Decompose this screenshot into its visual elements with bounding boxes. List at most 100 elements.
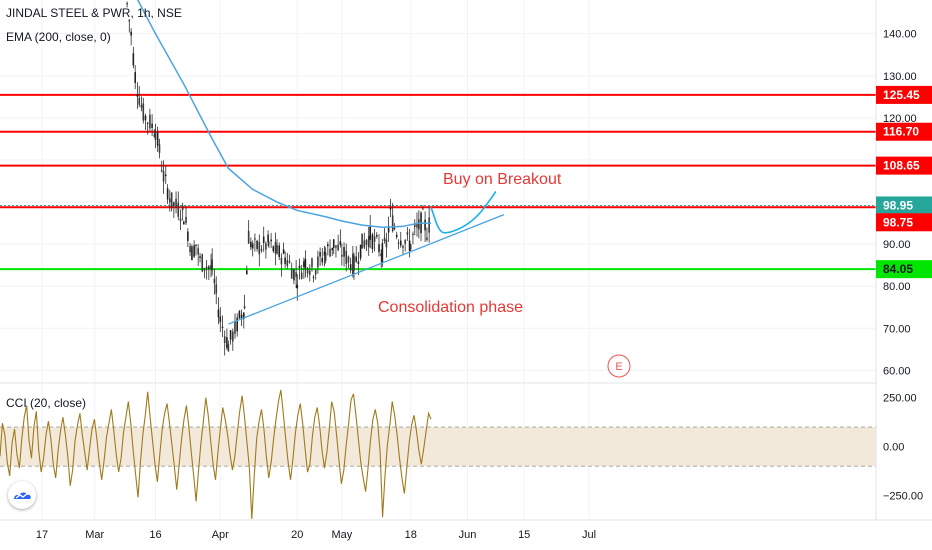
candle-body xyxy=(138,97,141,105)
cci-axis[interactable]: 250.00 0.00 −250.00 xyxy=(883,393,923,503)
candle-body xyxy=(262,236,265,243)
candle-body xyxy=(428,217,430,233)
price-axis[interactable]: 140.00 130.00 120.00 90.00 80.00 70.00 60.00 xyxy=(883,29,917,378)
candle-body xyxy=(347,256,350,263)
candle-body xyxy=(132,53,135,66)
candle-body xyxy=(136,93,139,97)
candle-body xyxy=(254,238,256,240)
candle-body xyxy=(126,2,128,5)
candle-body xyxy=(343,247,345,257)
candle-body xyxy=(238,311,241,318)
candle-body xyxy=(418,219,420,230)
candle-body xyxy=(293,269,295,281)
breakout-annotation: Buy on Breakout xyxy=(443,171,562,188)
level-value-108.65: 108.65 xyxy=(883,159,920,173)
candle-body xyxy=(412,233,414,235)
candle-body xyxy=(191,246,193,261)
candle-body xyxy=(219,316,222,323)
candle-body xyxy=(181,205,184,211)
candle-body xyxy=(134,72,136,83)
candle-body xyxy=(187,231,189,241)
candle-body xyxy=(306,268,309,274)
candle-body xyxy=(282,249,285,254)
ema-indicator-label[interactable]: EMA (200, close, 0) xyxy=(6,30,111,44)
candle-body xyxy=(290,268,293,279)
candle-body xyxy=(146,122,149,124)
cci-band-layer xyxy=(0,426,876,467)
candle-body xyxy=(164,174,167,177)
candle-body xyxy=(352,253,354,275)
level-tag-108.65 xyxy=(876,156,932,175)
level-value-125.45: 125.45 xyxy=(883,88,920,102)
candle-body xyxy=(378,244,380,253)
candle-body xyxy=(359,244,362,259)
candle-body xyxy=(203,268,206,271)
candle-body xyxy=(332,239,335,248)
time-tick-label: Jun xyxy=(459,529,477,541)
time-tick-label: 15 xyxy=(518,529,530,541)
candle-body xyxy=(227,344,230,352)
candle-body xyxy=(327,244,329,247)
time-tick-label: Jul xyxy=(582,529,596,541)
candle-body xyxy=(183,221,185,225)
cci-band xyxy=(0,427,876,467)
cci-indicator-label[interactable]: CCI (20, close) xyxy=(6,396,87,410)
cci-tick-label: 0.00 xyxy=(883,442,904,454)
candle-body xyxy=(251,243,254,249)
candle-body xyxy=(413,223,416,227)
candle-body xyxy=(319,252,321,257)
candle-body xyxy=(393,227,396,229)
candle-body xyxy=(373,236,376,242)
candle-body xyxy=(376,234,378,237)
candle-body xyxy=(250,241,252,248)
candle-body xyxy=(357,261,360,264)
price-tick-label: 90.00 xyxy=(883,239,911,251)
levels-layer xyxy=(0,93,876,271)
candle-body xyxy=(409,244,412,250)
candle-body xyxy=(189,245,191,253)
candle-body xyxy=(256,240,258,250)
candle-body xyxy=(201,254,204,272)
candle-body xyxy=(286,260,289,266)
candle-body xyxy=(151,123,153,128)
candle-body xyxy=(367,235,370,248)
candle-body xyxy=(205,266,208,269)
candle-body xyxy=(247,230,250,244)
candle-body xyxy=(195,244,197,246)
candle-body xyxy=(179,218,182,222)
candle-body xyxy=(267,234,269,243)
candle-body xyxy=(213,278,216,284)
projection-curve xyxy=(430,191,497,234)
time-tick-label: 20 xyxy=(291,529,303,541)
candle-body xyxy=(268,242,270,244)
candle-body xyxy=(397,242,400,244)
cci-tick-label: 250.00 xyxy=(883,393,917,405)
candle-body xyxy=(173,202,175,206)
symbol-title: JINDAL STEEL & PWR, 1h, NSE xyxy=(6,6,182,20)
candle-body xyxy=(246,270,248,275)
time-axis[interactable]: 17 Mar 16 Apr 20 May 18 Jun 15 Jul xyxy=(36,529,596,541)
candle-body xyxy=(149,114,151,129)
candle-body xyxy=(177,202,180,217)
candle-body xyxy=(158,144,161,153)
level-value-98.95: 98.95 xyxy=(883,198,913,212)
candle-body xyxy=(210,265,212,269)
candle-body xyxy=(217,309,220,318)
candle-body xyxy=(153,134,156,137)
ema-200-line xyxy=(136,0,431,229)
candle-body xyxy=(426,237,428,240)
candle-body xyxy=(303,261,305,267)
level-tag-125.45 xyxy=(876,85,932,104)
candle-body xyxy=(355,256,358,262)
level-value-98.75: 98.75 xyxy=(883,215,913,229)
candle-body xyxy=(335,245,337,248)
candle-body xyxy=(166,188,169,200)
candle-body xyxy=(280,257,283,265)
tradingview-logo-button[interactable] xyxy=(8,481,36,509)
candle-body xyxy=(274,242,277,254)
level-tag-116.70 xyxy=(876,122,932,141)
candle-body xyxy=(243,306,246,309)
candle-body xyxy=(298,265,301,268)
earnings-marker[interactable]: E xyxy=(607,354,631,378)
